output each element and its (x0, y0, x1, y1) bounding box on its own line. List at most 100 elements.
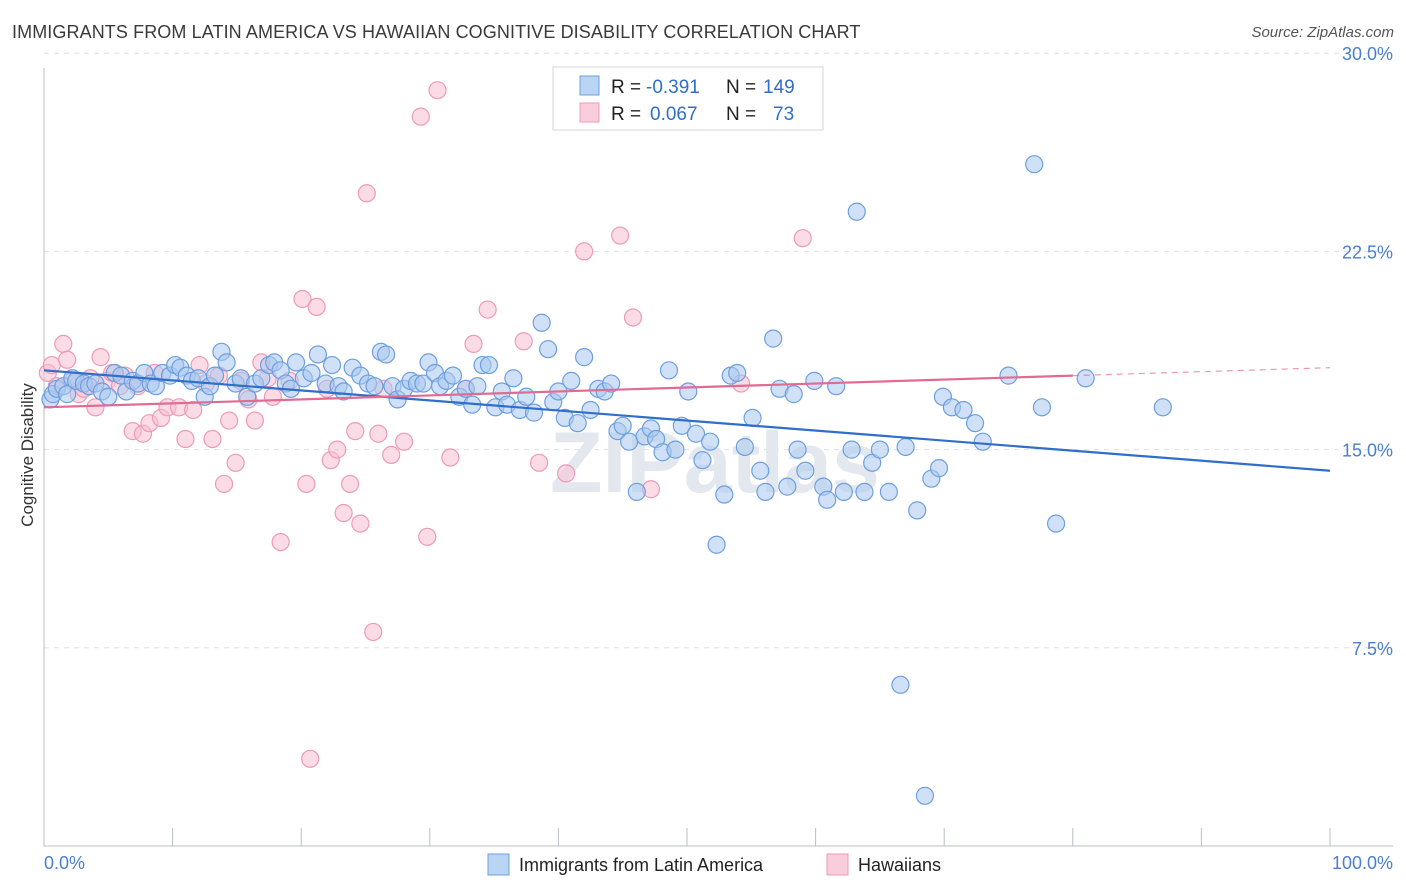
hawaiian-point (301, 749, 320, 768)
hawaiian-point (184, 400, 203, 420)
hawaiian-point (176, 429, 195, 449)
latin-america-point (613, 416, 632, 435)
latin-america-point (929, 459, 949, 478)
latin-america-point (679, 382, 698, 401)
source-label: Source: ZipAtlas.com (1251, 24, 1394, 41)
n-value-2: 73 (773, 104, 794, 125)
latin-america-point (756, 482, 775, 501)
latin-america-point (728, 363, 747, 383)
latin-america-point (827, 377, 846, 396)
stats-legend: R = -0.391 N = 149 R = 0.067 N = 73 (552, 66, 824, 131)
latin-america-point (715, 485, 734, 504)
hawaiian-point (307, 297, 326, 317)
hawaiian-point (557, 464, 576, 483)
legend-label-hawaiians: Hawaiians (858, 855, 941, 875)
latin-america-point (855, 482, 874, 501)
latin-america-point (286, 353, 306, 372)
latin-america-point (539, 340, 558, 359)
latin-america-point (217, 353, 236, 372)
hawaiian-point (226, 453, 245, 472)
latin-america-point (627, 482, 646, 501)
latin-america-point (666, 440, 685, 459)
n-label-2: N = (726, 104, 756, 125)
hawaiian-point (464, 334, 483, 354)
axes (43, 68, 1393, 847)
latin-america-point (896, 437, 915, 457)
legend-swatch-blue (487, 853, 510, 876)
latin-america-point (915, 786, 935, 805)
hawaiian-point (346, 422, 365, 441)
latin-america-point (308, 345, 328, 364)
latin-america-point (999, 366, 1018, 385)
latin-america-point (788, 440, 807, 459)
latin-america-point (376, 345, 396, 364)
latin-america-point (517, 387, 536, 406)
hawaiian-point (441, 448, 460, 467)
latin-america-point (575, 348, 594, 367)
hawaiian-point (91, 348, 110, 367)
latin-america-point (778, 477, 797, 496)
hawaiian-point (86, 398, 105, 417)
latin-america-point (479, 355, 499, 375)
latin-america-point (973, 432, 992, 451)
hawaiian-point (369, 424, 388, 443)
r-label-1: R = (611, 77, 641, 98)
latin-america-point (764, 329, 783, 348)
latin-america-point (322, 355, 342, 375)
hawaiian-point (263, 387, 283, 406)
hawaiian-point (203, 429, 222, 449)
r-value-2: 0.067 (650, 104, 698, 125)
latin-america-point (443, 366, 463, 385)
hawaiian-point (575, 242, 594, 261)
latin-america-point (908, 501, 927, 520)
latin-america-point (751, 461, 770, 480)
hawaiian-point (245, 411, 265, 430)
latin-america-point (842, 440, 861, 459)
latin-america-point (672, 416, 691, 435)
r-label-2: R = (611, 104, 641, 125)
hawaiian-point (220, 411, 239, 430)
hawaiian-point (54, 334, 73, 354)
hawaiian-point (351, 514, 370, 533)
hawaiian-point (478, 300, 497, 319)
latin-america-point (532, 313, 551, 332)
hawaiian-point (334, 503, 353, 523)
latin-america-point (1025, 155, 1044, 174)
series-legend: Immigrants from Latin America Hawaiians (487, 853, 941, 876)
latin-america-point (834, 482, 853, 501)
hawaiian-point (214, 474, 234, 494)
latin-america-point (1032, 398, 1052, 417)
y-tick-labels: 7.5% 15.0% 22.5% 30.0% (1342, 44, 1393, 659)
legend-label-latin-america: Immigrants from Latin America (519, 855, 764, 875)
latin-america-point (524, 403, 544, 422)
latin-america-point (562, 371, 581, 390)
latin-america-point (693, 451, 712, 470)
latin-america-point (743, 408, 762, 427)
hawaiian-point (297, 474, 316, 494)
hawaiian-point (623, 308, 643, 327)
latin-america-point (784, 385, 803, 404)
latin-america-point (334, 382, 353, 401)
latin-america-point (796, 461, 815, 480)
hawaiian-point (530, 453, 549, 472)
pink-legend-swatch (579, 102, 600, 123)
hawaiian-point (271, 532, 290, 552)
latin-america-point (1076, 369, 1095, 388)
hawaiian-point (394, 432, 414, 451)
latin-america-point (879, 482, 899, 501)
x-tick-label-max: 100.0% (1332, 853, 1393, 873)
latin-america-point (205, 366, 225, 385)
latin-america-point (1153, 398, 1172, 417)
latin-america-point (965, 414, 985, 433)
latin-america-point (847, 202, 866, 221)
hawaiian-point (793, 229, 812, 248)
latin-america-point (568, 414, 587, 433)
y-axis-label: Cognitive Disability (18, 383, 37, 527)
hawaiian-point (411, 107, 430, 126)
latin-america-point (735, 437, 754, 457)
latin-america-point (954, 400, 973, 420)
hawaiian-point (293, 289, 312, 309)
trend-lines (43, 367, 1331, 472)
latin-america-point (602, 374, 621, 393)
